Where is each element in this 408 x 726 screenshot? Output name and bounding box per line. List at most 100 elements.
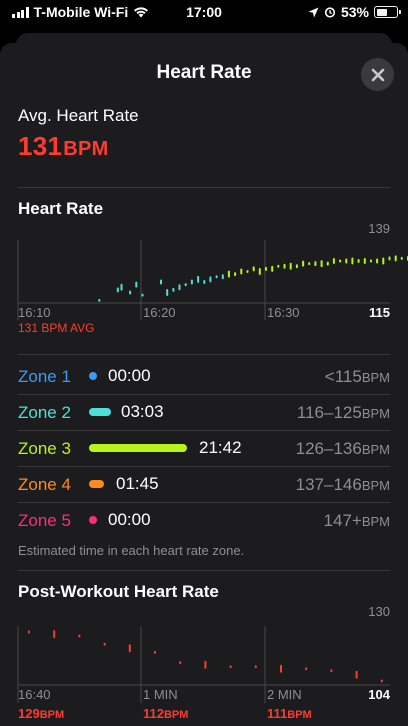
clock: 17:00 (186, 4, 222, 20)
post-workout-chart-max: 130 (368, 604, 390, 619)
heart-rate-chart-title: Heart Rate (18, 199, 104, 218)
sheet-title: Heart Rate (156, 62, 252, 83)
post-workout-point (179, 661, 182, 665)
heart-rate-point (184, 283, 187, 287)
heart-rate-point (339, 259, 342, 263)
post-workout-point (254, 665, 257, 669)
heart-rate-point (215, 275, 218, 279)
post-workout-point (28, 630, 30, 634)
heart-rate-point (203, 280, 206, 284)
heart-rate-chart-min: 115 (369, 305, 390, 320)
zone-separator (18, 466, 390, 467)
post-workout-value-number: 111 (267, 706, 288, 721)
zone-range-unit: BPM (361, 442, 390, 457)
heart-rate-point (258, 268, 261, 275)
post-workout-value: 112BPM (143, 706, 188, 721)
heart-rate-point (221, 274, 224, 280)
heart-rate-point (197, 275, 200, 283)
divider (18, 354, 390, 355)
post-workout-point (78, 634, 81, 638)
zone-row-1: Zone 1 00:00 <115BPM (18, 358, 390, 394)
zone-name: Zone 1 (18, 367, 71, 386)
post-workout-value: 129BPM (18, 706, 64, 721)
post-workout-point (103, 642, 106, 646)
heart-rate-point (357, 259, 360, 263)
zone-row-4: Zone 4 01:45 137–146BPM (18, 466, 390, 502)
zone-time: 21:42 (199, 438, 242, 457)
avg-heart-rate-label: Avg. Heart Rate (18, 106, 139, 125)
location-arrow-icon (308, 7, 319, 17)
carrier-label: T-Mobile Wi-Fi (33, 4, 129, 20)
zone-row-5: Zone 5 00:00 147+BPM (18, 502, 390, 538)
zone-separator (18, 502, 390, 503)
heart-rate-point (141, 293, 144, 297)
heart-rate-point (400, 256, 403, 260)
heart-rate-sheet (0, 43, 408, 726)
zone-range-value: 116–125 (296, 403, 362, 422)
heart-rate-point (388, 256, 391, 261)
heart-rate-point (98, 298, 101, 302)
alarm-icon (324, 7, 336, 18)
heart-rate-point (209, 276, 212, 283)
zone-separator (18, 430, 390, 431)
zone-5-indicator (89, 516, 97, 524)
close-button[interactable] (361, 58, 394, 91)
heart-rate-point (332, 258, 335, 264)
zone-range-unit: BPM (361, 370, 390, 385)
x-tick-label: 16:20 (143, 305, 176, 320)
post-workout-point (380, 679, 383, 683)
heart-rate-point (320, 260, 323, 268)
heart-rate-avg-caption: 131 BPM AVG (18, 321, 95, 335)
heart-rate-point (394, 255, 397, 262)
heart-rate-point (382, 257, 385, 265)
battery-icon (374, 6, 401, 18)
heart-rate-point (326, 261, 329, 266)
x-tick-label: 1 MIN (143, 687, 178, 702)
zone-range: 137–146BPM (296, 475, 390, 495)
zone-range-unit: BPM (361, 406, 390, 421)
zone-range-value: <115 (324, 367, 362, 386)
x-tick-label: 16:10 (18, 305, 51, 320)
divider (18, 187, 390, 188)
heart-rate-point (160, 279, 162, 285)
zone-time: 00:00 (108, 366, 151, 385)
zone-row-3: Zone 3 21:42 126–136BPM (18, 430, 390, 466)
post-workout-point (128, 644, 131, 653)
heart-rate-point (302, 260, 305, 267)
heart-rate-point (129, 290, 132, 295)
post-workout-point (229, 665, 232, 669)
zone-range-value: 137–146 (295, 475, 362, 494)
cellular-signal-icon (12, 6, 29, 18)
zone-time: 03:03 (121, 402, 164, 421)
heart-rate-point (363, 258, 366, 264)
heart-rate-chart-max: 139 (368, 221, 390, 236)
post-workout-chart-min: 104 (368, 687, 390, 702)
heart-rate-point (240, 268, 243, 275)
heart-rate-point (116, 287, 119, 293)
zone-range-value: 147+ (323, 511, 362, 530)
zone-name: Zone 4 (18, 475, 71, 494)
post-workout-point (355, 670, 358, 679)
heart-rate-point (314, 261, 317, 267)
zone-name: Zone 3 (18, 439, 71, 458)
post-workout-value-number: 129 (18, 706, 40, 721)
avg-heart-rate-value: 131BPM (18, 131, 109, 162)
divider (18, 570, 390, 571)
heart-rate-point (190, 279, 193, 285)
zone-range: 116–125BPM (297, 403, 390, 423)
close-icon (371, 68, 384, 81)
status-bar: T-Mobile Wi-Fi 17:00 53% (0, 0, 408, 24)
heart-rate-point (277, 264, 280, 268)
heart-rate-point (178, 284, 181, 291)
post-workout-title: Post-Workout Heart Rate (18, 582, 219, 601)
zone-range: 126–136BPM (296, 439, 390, 459)
post-workout-value-unit: BPM (39, 709, 65, 721)
heart-rate-point (283, 263, 286, 269)
heart-rate-point (252, 266, 255, 272)
zone-range-value: 126–136 (295, 439, 362, 458)
post-workout-point (280, 664, 282, 673)
heart-rate-point (166, 289, 169, 296)
heart-rate-point (234, 272, 237, 277)
heart-rate-point (289, 262, 292, 270)
avg-heart-rate-unit: BPM (63, 138, 109, 160)
